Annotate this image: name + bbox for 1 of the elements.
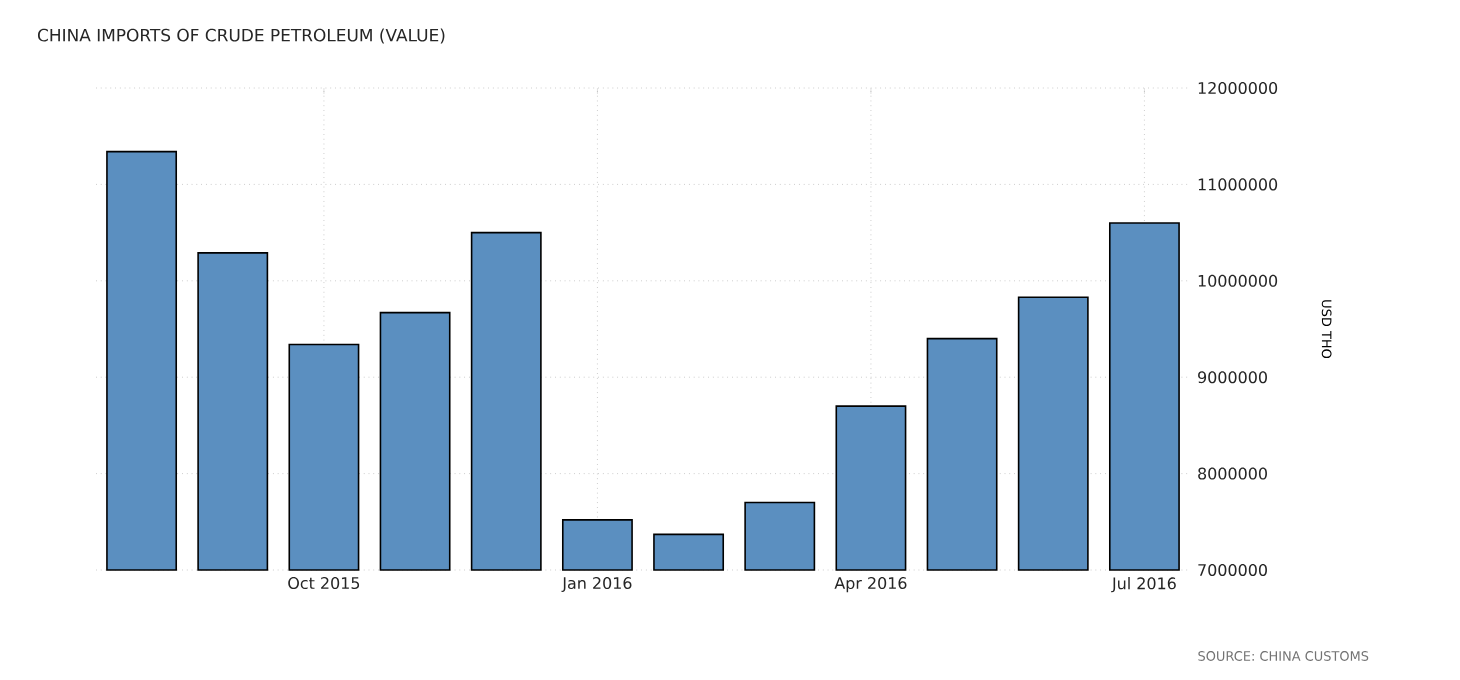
chart-title: CHINA IMPORTS OF CRUDE PETROLEUM (VALUE) xyxy=(37,28,445,44)
